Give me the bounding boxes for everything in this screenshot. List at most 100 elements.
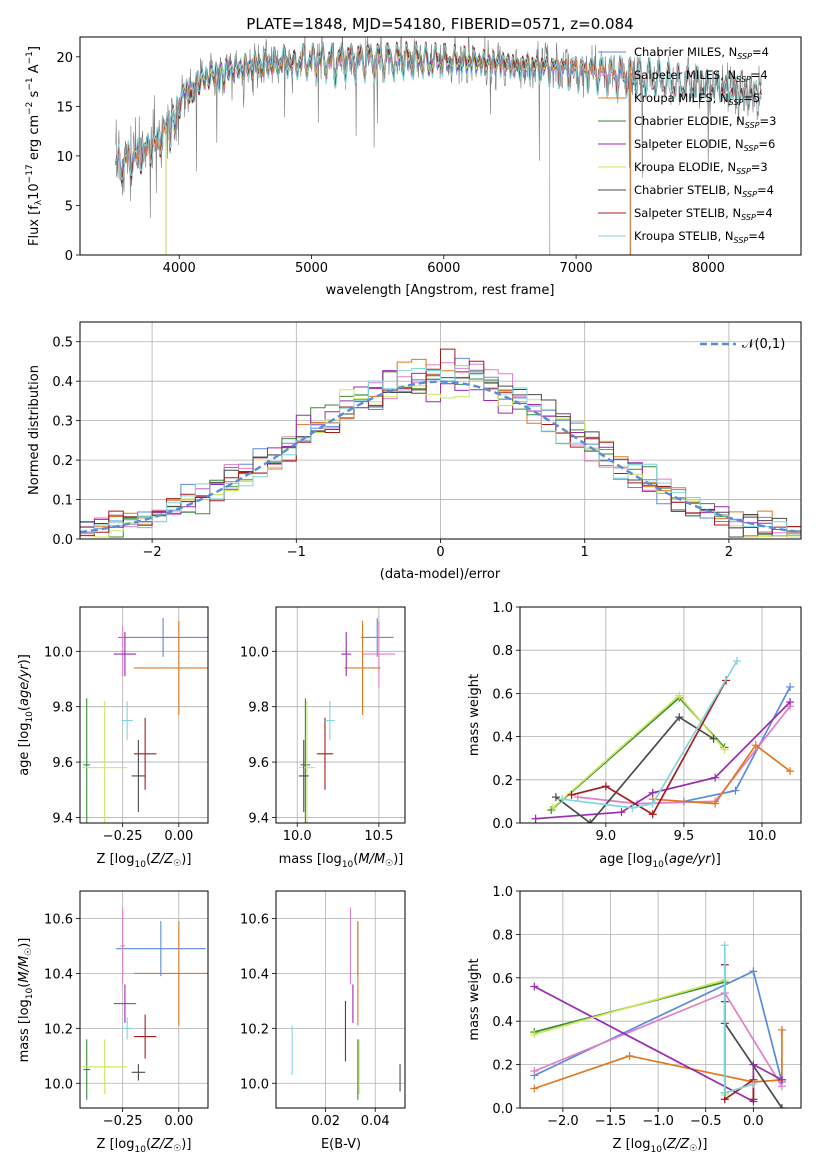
error-bar-point [113,631,137,677]
series-marker [709,734,718,743]
series-marker [777,1104,786,1108]
series-marker [749,1095,758,1104]
series-marker [786,698,795,707]
x-axis-label: Z [log10(Z/Z☉)] [97,852,192,870]
y-tick-label: 15 [56,100,73,115]
x-tick-label: 10.0 [747,829,776,844]
y-tick-label: 0.2 [52,454,73,469]
y-tick-label: 0.2 [492,774,513,789]
plot-area [530,941,786,1108]
series-marker [751,741,760,750]
series-marker [530,1084,539,1093]
error-bar-point [82,701,128,823]
series-marker [777,1025,786,1034]
plot-area [80,348,801,538]
mass-weight-series [683,686,791,803]
series-marker [720,941,729,950]
x-axis-label: Z [log10(Z/Z☉)] [613,1137,708,1155]
series-marker [648,799,657,808]
error-bar-point [133,921,208,1026]
y-tick-label: 0.0 [492,1102,513,1117]
mass-weight-series [577,705,791,805]
y-tick-label: 0.4 [492,731,513,746]
x-axis-label: age [log10(age/yr)] [599,852,721,870]
y-tick-label: 0.8 [492,928,513,943]
error-bar-point [133,1014,157,1059]
series-marker [648,810,657,819]
error-bar-point [316,717,334,790]
mass-weight-series [652,743,791,805]
y-tick-label: 0.1 [52,494,73,509]
x-axis-label: Z [log10(Z/Z☉)] [97,1137,192,1155]
y-tick-label: 10.0 [44,645,73,660]
series-marker [573,793,582,802]
normal-curve [80,380,801,534]
error-bar-point [83,698,91,823]
y-tick-label: 0.8 [492,644,513,659]
y-tick-label: 10.0 [240,645,269,660]
x-axis-label: wavelength [Angstrom, rest frame] [326,283,555,298]
legend-label: 𝒩(0,1) [742,337,785,352]
legend-label: Kroupa STELIB, NSSP=4 [634,229,765,245]
legend-label: Salpeter ELODIE, NSSP=6 [634,137,775,153]
y-tick-label: 10.4 [240,967,269,982]
model-spectrum [115,41,762,181]
error-bar-point [120,907,125,985]
error-bar-point [344,620,381,715]
error-bar-point [362,620,396,688]
legend-label: Salpeter STELIB, NSSP=4 [634,206,773,222]
x-tick-label: −0.5 [690,1114,722,1129]
x-tick-label: 1 [581,545,589,560]
series-marker [530,1067,539,1076]
mass-weight-series [552,694,726,809]
mass-vs-metallicity-panel: −0.25 0.00 10.0 10.2 10.4 10.6 Z [log10(Z/Z☉)]… [17,890,209,1155]
y-tick-label: 10.6 [44,912,73,927]
legend-label: Chabrier ELODIE, NSSP=3 [634,114,776,130]
y-tick-label: 1.0 [492,601,513,616]
series-marker [675,713,684,722]
series-marker [711,773,720,782]
series-marker [625,1051,634,1060]
x-tick-label: 8000 [692,261,725,276]
axes-frame [519,890,802,1109]
series-marker [617,808,626,817]
series-marker [648,788,657,797]
legend-label: Kroupa MILES, NSSP=5 [634,91,760,107]
legend-label: Kroupa ELODIE, NSSP=3 [634,160,768,176]
error-bar-point [82,1039,128,1095]
x-tick-label: 0.0 [743,1114,764,1129]
series-marker [586,819,595,823]
series-marker [628,803,637,812]
error-bar-point [133,717,157,790]
age-vs-mass-panel: 10.0 10.5 9.4 9.6 9.8 10.0 mass [log10(M/M☉)] [240,606,406,870]
y-tick-label: 0.3 [52,415,73,430]
series-marker [731,786,740,795]
y-tick-label: 0 [65,249,73,264]
y-tick-label: 10.2 [44,1022,73,1037]
series-marker [732,657,741,665]
series-marker [530,982,539,991]
y-axis-label: age [log10(age/yr)] [17,654,35,776]
y-tick-label: 5 [65,199,73,214]
series-marker [548,803,557,812]
y-tick-label: 0.4 [492,1015,513,1030]
axes-frame [519,606,802,824]
mass-weight-series [555,716,715,823]
mass-weight-vs-metallicity-panel: −2.0 −1.5 −1.0 −0.5 0.0 0.0 0.2 0.4 0.6 0.8 1.0 mas… [467,885,802,1155]
x-tick-label: −2.0 [547,1114,579,1129]
error-bar-point [360,618,394,657]
error-bar-point [118,618,208,657]
y-tick-label: 0.0 [492,817,513,832]
series-marker [531,814,540,823]
error-bar-point [121,701,133,740]
plot-area [82,907,208,1100]
residual-histogram [80,365,801,535]
x-axis-label: E(B-V) [321,1137,361,1152]
series-marker [567,790,576,799]
series-marker [786,682,795,691]
x-tick-label: 10.5 [364,829,393,844]
error-bar-point [300,698,311,823]
y-axis-label: Normed distribution [27,365,42,495]
error-bar-point [115,921,206,977]
y-tick-label: 10.4 [44,967,73,982]
